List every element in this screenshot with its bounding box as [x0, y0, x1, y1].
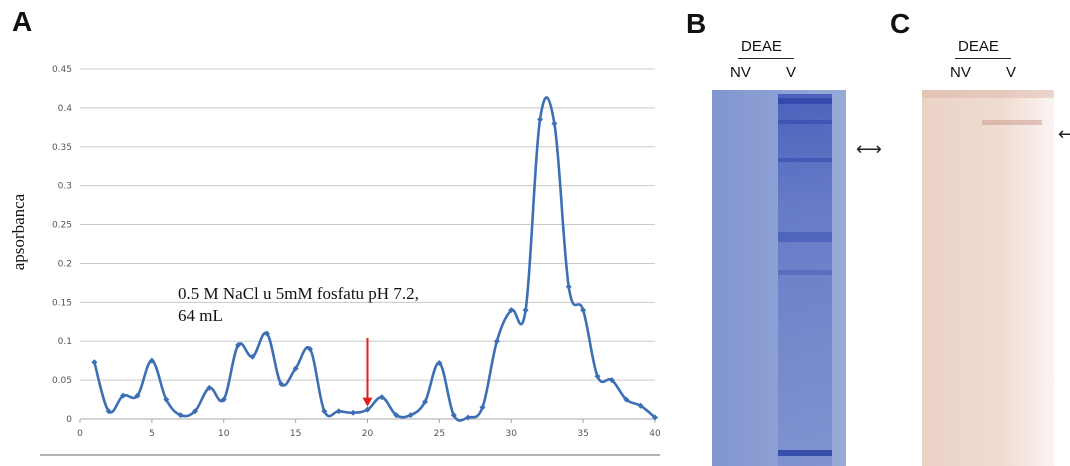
- annotation-arrow-head: [362, 397, 373, 407]
- data-point: [551, 120, 558, 127]
- gel-b-band-bottom: [778, 450, 832, 456]
- panel-letter-a: A: [12, 6, 33, 37]
- gel-b-lane-v: V: [786, 64, 797, 81]
- panel-letter-c: C: [890, 8, 911, 39]
- x-tick-label: 15: [290, 429, 301, 439]
- y-axis-ticks: 0 0.05 0.1 0.15 0.2 0.25 0.3 0.35 0.4 0.45: [52, 65, 72, 425]
- y-tick-label: 0.45: [52, 65, 72, 75]
- data-point: [623, 396, 630, 403]
- gel-b-band-5: [778, 270, 832, 275]
- data-point: [407, 412, 414, 419]
- y-tick-label: 0: [66, 415, 72, 425]
- data-point: [565, 283, 572, 290]
- y-tick-label: 0.35: [52, 143, 72, 153]
- panel-letter-b: B: [686, 8, 707, 39]
- y-axis-label: apsorbanca: [9, 193, 28, 270]
- gel-c-band-arrow-icon: ←: [1058, 124, 1070, 145]
- data-point: [292, 365, 299, 372]
- data-point: [335, 408, 342, 415]
- data-point: [105, 408, 112, 415]
- data-point: [177, 412, 184, 419]
- x-tick-label: 30: [506, 429, 518, 439]
- x-tick-label: 25: [434, 429, 445, 439]
- data-point: [436, 360, 443, 366]
- gel-b-lane-nv: NV: [730, 64, 751, 81]
- data-point: [479, 404, 486, 411]
- data-point: [637, 402, 644, 409]
- gel-b-band-arrow-icon: ⟷: [856, 139, 882, 160]
- data-point: [163, 396, 170, 403]
- data-point: [307, 346, 313, 352]
- data-point: [91, 359, 98, 366]
- data-point: [580, 307, 587, 314]
- data-point: [422, 398, 428, 405]
- data-point: [522, 307, 529, 314]
- y-tick-label: 0.2: [58, 259, 72, 269]
- data-point: [537, 116, 543, 123]
- data-point: [378, 394, 385, 401]
- x-tick-label: 5: [149, 429, 155, 439]
- x-tick-label: 10: [218, 429, 230, 439]
- x-tick-label: 35: [577, 429, 588, 439]
- gel-c-header-rule: [955, 58, 1011, 59]
- gel-b-lane-v-smear: [778, 94, 832, 466]
- data-point: [134, 392, 141, 399]
- data-point: [493, 338, 500, 345]
- data-point: [235, 342, 242, 349]
- data-point: [594, 373, 601, 380]
- gel-b-band-2: [778, 120, 832, 124]
- data-point: [148, 357, 155, 364]
- data-point: [206, 384, 213, 391]
- gel-c-header: DEAE: [958, 38, 999, 55]
- data-point: [450, 412, 457, 419]
- gel-c-lane-v: V: [1006, 64, 1017, 81]
- annotation-arrow: [362, 338, 373, 407]
- gel-b-header: DEAE: [741, 38, 782, 55]
- gel-c-top-edge: [922, 90, 1054, 98]
- gel-b-image: [712, 90, 846, 466]
- y-tick-label: 0.4: [58, 104, 73, 114]
- series-line: [93, 96, 656, 422]
- y-tick-label: 0.05: [52, 376, 72, 386]
- x-tick-label: 0: [77, 429, 83, 439]
- gel-c-background: [922, 90, 1054, 466]
- data-point: [465, 414, 472, 421]
- gel-b-band-1: [778, 98, 832, 104]
- data-point: [120, 392, 127, 399]
- x-axis-ticks: 0 5 10 15 20 25 30 35 40: [77, 419, 661, 439]
- data-point: [321, 408, 328, 415]
- gel-b-band-3: [778, 158, 832, 162]
- annotation-text-line2: 64 mL: [178, 306, 223, 325]
- gel-b-header-rule: [738, 58, 794, 59]
- y-tick-label: 0.1: [58, 337, 72, 347]
- data-point: [350, 409, 357, 416]
- gel-c-top-band: [982, 120, 1042, 125]
- annotation-text-line1: 0.5 M NaCl u 5mM fosfatu pH 7.2,: [178, 284, 419, 303]
- data-point: [393, 412, 400, 419]
- data-point: [263, 330, 270, 337]
- data-point: [652, 414, 658, 421]
- data-point: [508, 307, 515, 314]
- data-point: [278, 381, 285, 387]
- data-point: [220, 396, 227, 403]
- data-point: [608, 377, 615, 384]
- chromatogram-chart: 0 0.05 0.1 0.15 0.2 0.25 0.3 0.35 0.4 0.45 0 5 10 15…: [9, 65, 661, 456]
- data-point: [249, 353, 256, 360]
- data-point: [364, 406, 371, 413]
- y-tick-label: 0.3: [58, 182, 72, 192]
- absorbance-series: [91, 96, 658, 422]
- gel-b-band-4: [778, 232, 832, 242]
- gel-c-lane-nv: NV: [950, 64, 971, 81]
- data-point: [192, 408, 198, 415]
- gel-c-image: [922, 90, 1054, 466]
- x-tick-label: 40: [649, 429, 661, 439]
- y-tick-label: 0.25: [52, 221, 72, 231]
- x-tick-label: 20: [362, 429, 374, 439]
- y-tick-label: 0.15: [52, 298, 72, 308]
